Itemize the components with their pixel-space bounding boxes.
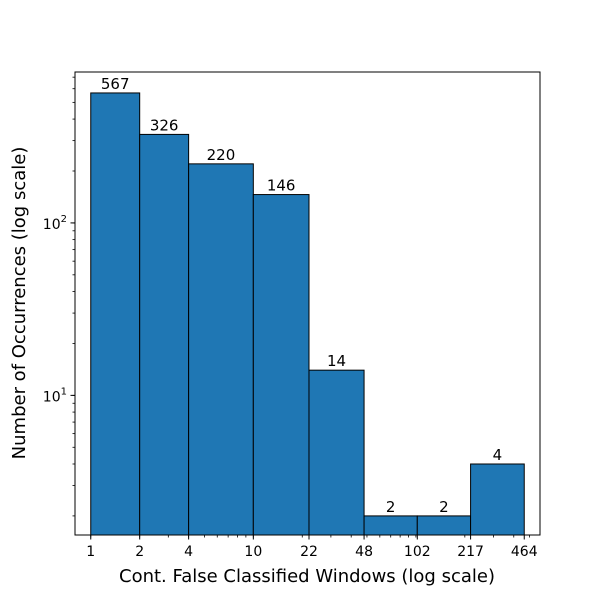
y-tick-base: 10	[43, 389, 61, 405]
y-tick-exponent: 1	[61, 386, 67, 397]
bar-value-label: 2	[386, 498, 396, 516]
bar-value-label: 14	[327, 352, 346, 370]
x-tick-label: 4	[184, 544, 193, 560]
y-tick-label: 101	[43, 386, 67, 405]
y-axis-label: Number of Occurrences (log scale)	[9, 147, 30, 460]
x-tick-label: 22	[300, 544, 318, 560]
bars-group	[90, 92, 525, 536]
x-tick-label: 48	[355, 544, 373, 560]
histogram-bar	[308, 369, 365, 536]
bar-value-label: 567	[101, 75, 130, 93]
bar-value-label: 2	[439, 498, 449, 516]
histogram-bar	[416, 515, 472, 536]
y-tick-exponent: 2	[61, 214, 67, 225]
x-tick-label: 2	[135, 544, 144, 560]
histogram-bar	[139, 133, 190, 536]
y-tick-label: 102	[43, 214, 67, 233]
plot-frame	[74, 71, 541, 536]
histogram-bar	[363, 515, 418, 536]
bar-value-label: 220	[207, 146, 236, 164]
x-tick-label: 217	[457, 544, 484, 560]
x-axis-ticks: 1 2 4 10 22 48 102 217 464	[86, 535, 538, 560]
histogram-bar	[470, 463, 525, 536]
x-axis-label: Cont. False Classified Windows (log scal…	[119, 566, 495, 587]
x-tick-label: 10	[244, 544, 262, 560]
histogram-bar	[188, 163, 254, 536]
x-tick-label: 464	[511, 544, 538, 560]
bar-value-label: 146	[267, 177, 296, 195]
bar-value-label: 4	[493, 446, 503, 464]
y-tick-base: 10	[43, 217, 61, 233]
histogram-bar	[90, 92, 141, 536]
bar-value-label: 326	[150, 116, 179, 134]
x-tick-label: 1	[86, 544, 95, 560]
x-tick-label: 102	[404, 544, 431, 560]
bar-labels-group: 567 326 220 146 14 2 2 4	[101, 75, 502, 516]
histogram-bar	[252, 194, 310, 536]
